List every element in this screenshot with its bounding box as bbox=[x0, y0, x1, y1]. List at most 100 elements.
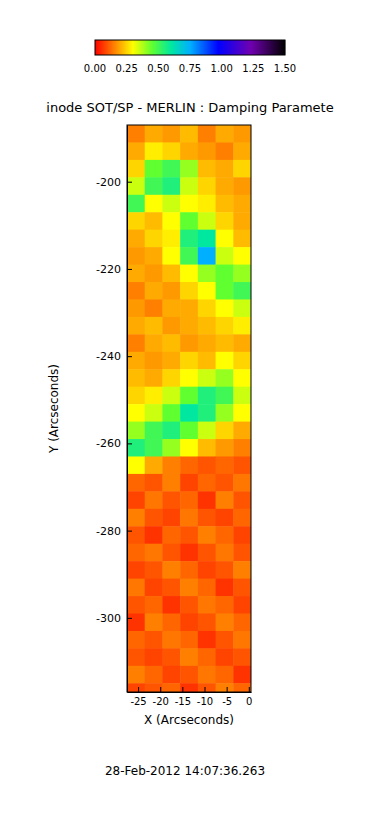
heatmap-cell bbox=[216, 212, 234, 230]
heatmap-cell bbox=[162, 613, 180, 631]
x-tick: -25 bbox=[130, 687, 146, 707]
colorbar-swatch bbox=[124, 40, 125, 55]
colorbar-swatch bbox=[253, 40, 254, 55]
heatmap-cell bbox=[198, 317, 216, 335]
heatmap-cell bbox=[162, 160, 180, 178]
heatmap-cell bbox=[216, 596, 234, 614]
heatmap-cell bbox=[162, 230, 180, 248]
heatmap-cell bbox=[216, 613, 234, 631]
colorbar-swatch bbox=[154, 40, 155, 55]
x-tick: -10 bbox=[197, 687, 213, 707]
y-axis-title: Y (Arcseconds) bbox=[47, 364, 61, 454]
heatmap-cell bbox=[162, 177, 180, 195]
heatmap-cell bbox=[145, 509, 163, 527]
heatmap-cell bbox=[145, 666, 163, 684]
heatmap-cell bbox=[233, 456, 251, 474]
colorbar-swatch bbox=[186, 40, 187, 55]
colorbar-swatch bbox=[183, 40, 184, 55]
heatmap-cell bbox=[180, 247, 198, 265]
colorbar-swatch bbox=[227, 40, 228, 55]
heatmap-cell bbox=[216, 352, 234, 370]
heatmap-cell bbox=[145, 195, 163, 213]
colorbar-swatch bbox=[175, 40, 176, 55]
colorbar-swatch bbox=[205, 40, 206, 55]
heatmap-cell bbox=[127, 683, 145, 692]
heatmap-cell bbox=[233, 265, 251, 283]
colorbar-swatch bbox=[248, 40, 249, 55]
colorbar-swatch bbox=[252, 40, 253, 55]
x-axis-title: X (Arcseconds) bbox=[144, 713, 234, 727]
heatmap-cell bbox=[145, 683, 163, 692]
heatmap-cell bbox=[180, 195, 198, 213]
colorbar-swatch bbox=[141, 40, 142, 55]
heatmap-cell bbox=[145, 439, 163, 457]
y-tick: -300 bbox=[96, 612, 132, 625]
heatmap-cell bbox=[180, 422, 198, 440]
y-tick: -220 bbox=[96, 263, 132, 276]
colorbar-swatch bbox=[211, 40, 212, 55]
heatmap-cell bbox=[216, 230, 234, 248]
heatmap-cell bbox=[198, 561, 216, 579]
x-tick-mark bbox=[205, 687, 206, 692]
heatmap-cell bbox=[233, 387, 251, 405]
colorbar-swatch bbox=[250, 40, 251, 55]
heatmap-cell bbox=[198, 369, 216, 387]
heatmap-cell bbox=[127, 160, 145, 178]
heatmap-cell bbox=[233, 683, 251, 692]
heatmap-cell bbox=[198, 125, 216, 143]
y-tick-mark bbox=[127, 443, 132, 444]
y-tick-mark bbox=[127, 531, 132, 532]
heatmap-cell bbox=[216, 474, 234, 492]
colorbar-swatch bbox=[215, 40, 216, 55]
heatmap-cell bbox=[198, 666, 216, 684]
heatmap-cell bbox=[180, 613, 198, 631]
heatmap-cell bbox=[216, 195, 234, 213]
heatmap-cell bbox=[162, 561, 180, 579]
colorbar-swatch bbox=[274, 40, 275, 55]
colorbar-swatch bbox=[178, 40, 179, 55]
heatmap-cell bbox=[233, 631, 251, 649]
heatmap-cell bbox=[198, 334, 216, 352]
colorbar-swatch bbox=[195, 40, 196, 55]
y-axis-line bbox=[127, 126, 128, 693]
heatmap-cell bbox=[233, 177, 251, 195]
heatmap-cell bbox=[145, 613, 163, 631]
colorbar-swatch bbox=[184, 40, 185, 55]
heatmap-cell bbox=[233, 299, 251, 317]
heatmap-cell bbox=[145, 631, 163, 649]
colorbar-swatch bbox=[265, 40, 266, 55]
heatmap-cell bbox=[198, 247, 216, 265]
heatmap-cell bbox=[233, 439, 251, 457]
colorbar-swatch bbox=[126, 40, 127, 55]
heatmap-cell bbox=[216, 334, 234, 352]
heatmap-cell bbox=[162, 683, 180, 692]
colorbar-swatch bbox=[230, 40, 231, 55]
x-tick-mark bbox=[227, 687, 228, 692]
x-tick: -5 bbox=[222, 687, 232, 707]
heatmap-cell bbox=[162, 334, 180, 352]
colorbar-swatch bbox=[260, 40, 261, 55]
colorbar-swatch bbox=[208, 40, 209, 55]
colorbar-swatch bbox=[156, 40, 157, 55]
heatmap-cell bbox=[180, 387, 198, 405]
heatmap-cell bbox=[198, 474, 216, 492]
heatmap-cell bbox=[162, 422, 180, 440]
colorbar-swatch bbox=[237, 40, 238, 55]
heatmap-cell bbox=[162, 369, 180, 387]
colorbar-swatch bbox=[107, 40, 108, 55]
y-tick-mark bbox=[127, 356, 132, 357]
colorbar-swatch bbox=[145, 40, 146, 55]
colorbar-swatch bbox=[137, 40, 138, 55]
heatmap-cell bbox=[198, 299, 216, 317]
colorbar-swatch bbox=[108, 40, 109, 55]
colorbar-swatch bbox=[134, 40, 135, 55]
heatmap-cell bbox=[233, 526, 251, 544]
heatmap-cell bbox=[233, 230, 251, 248]
heatmap-cell bbox=[198, 422, 216, 440]
heatmap-cell bbox=[233, 561, 251, 579]
heatmap-cell bbox=[145, 282, 163, 300]
x-tick-label: 0 bbox=[246, 696, 252, 707]
heatmap-cell bbox=[145, 299, 163, 317]
heatmap-cell bbox=[180, 474, 198, 492]
colorbar-swatch bbox=[160, 40, 161, 55]
